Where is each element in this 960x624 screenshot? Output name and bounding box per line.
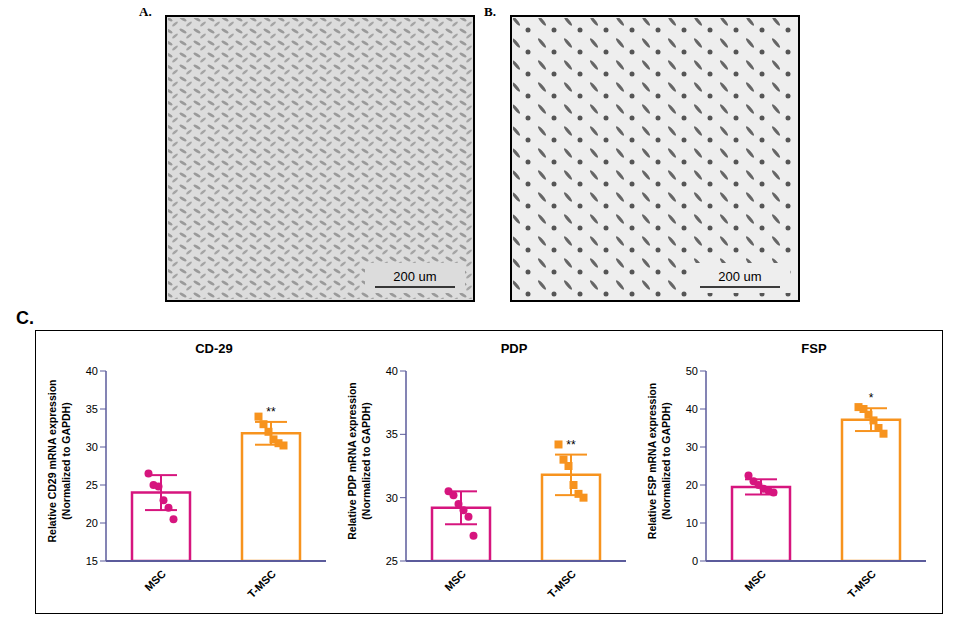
- svg-text:MSC: MSC: [742, 567, 768, 593]
- html-text:FSP: FSP: [801, 341, 827, 356]
- svg-text:T-MSC: T-MSC: [245, 567, 278, 600]
- svg-text:(Normalized to GAPDH): (Normalized to GAPDH): [660, 402, 672, 519]
- svg-text:**: **: [266, 405, 276, 419]
- svg-text:(Normalized to GAPDH): (Normalized to GAPDH): [360, 402, 372, 519]
- svg-text:10: 10: [686, 517, 698, 529]
- svg-text:40: 40: [86, 365, 98, 377]
- svg-text:Relative FSP mRNA expression: Relative FSP mRNA expression: [646, 383, 658, 539]
- svg-text:30: 30: [386, 492, 398, 504]
- svg-text:35: 35: [386, 428, 398, 440]
- svg-text:(Normalized to GAPDH): (Normalized to GAPDH): [60, 402, 72, 519]
- html-text:B.: B.: [484, 4, 496, 19]
- svg-text:30: 30: [86, 441, 98, 453]
- svg-text:Relative CD29 mRNA expression: Relative CD29 mRNA expression: [46, 379, 58, 542]
- svg-text:MSC: MSC: [142, 567, 168, 593]
- svg-text:T-MSC: T-MSC: [545, 567, 578, 600]
- svg-text:20: 20: [86, 517, 98, 529]
- svg-text:MSC: MSC: [442, 567, 468, 593]
- svg-text:*: *: [869, 391, 874, 405]
- svg-text:35: 35: [86, 403, 98, 415]
- svg-text:25: 25: [86, 479, 98, 491]
- svg-text:40: 40: [686, 403, 698, 415]
- html-text:C.: C.: [16, 308, 34, 328]
- svg-text:15: 15: [86, 555, 98, 567]
- svg-text:30: 30: [686, 441, 698, 453]
- svg-text:T-MSC: T-MSC: [845, 567, 878, 600]
- svg-text:200 um: 200 um: [718, 269, 761, 284]
- svg-text:**: **: [566, 438, 576, 452]
- svg-text:Relative PDP mRNA expression: Relative PDP mRNA expression: [346, 382, 358, 540]
- svg-text:25: 25: [386, 555, 398, 567]
- svg-text:20: 20: [686, 479, 698, 491]
- html-text:PDP: PDP: [500, 341, 528, 356]
- svg-text:50: 50: [686, 365, 698, 377]
- svg-text:40: 40: [386, 365, 398, 377]
- html-text:CD-29: CD-29: [195, 341, 233, 356]
- svg-text:0: 0: [692, 555, 698, 567]
- svg-text:200 um: 200 um: [393, 269, 436, 284]
- html-text:A.: A.: [139, 4, 152, 19]
